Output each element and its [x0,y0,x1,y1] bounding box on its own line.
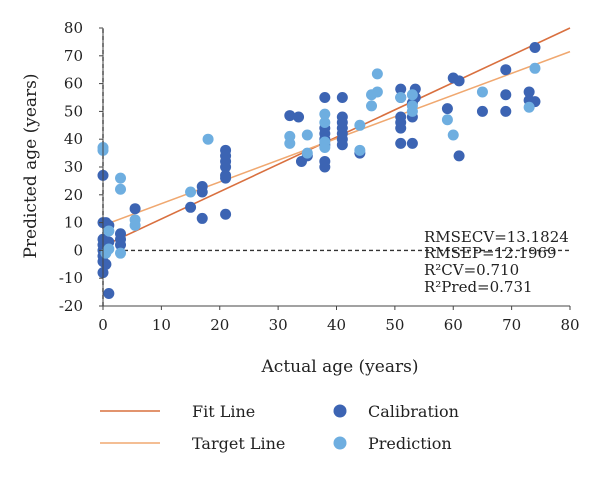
y-tick-label: 0 [73,241,83,259]
prediction-point [301,129,313,141]
prediction-point [447,129,459,141]
target-line [102,50,571,227]
legend-prediction-marker [333,436,347,450]
calibration-point [500,89,512,101]
calibration-point [523,86,535,98]
prediction-point [406,100,418,112]
prediction-point [395,92,407,103]
prediction-point [319,117,331,129]
prediction-point [406,89,418,101]
y-tick-label: 40 [64,130,83,148]
prediction-point [301,147,313,159]
prediction-point [476,86,488,98]
prediction-point [319,136,331,148]
calibration-point [185,201,197,213]
x-tick-label: 30 [269,316,288,334]
prediction-point [103,243,115,255]
fit-line [102,27,571,247]
calibration-point [453,75,465,87]
prediction-point [371,68,383,80]
prediction-point [441,114,453,126]
y-tick-label: 20 [64,186,83,204]
calibration-point [336,92,348,103]
legend-target-line-label: Target Line [192,434,285,453]
calibration-point [406,137,418,149]
prediction-point [523,101,535,113]
legend: Fit Line Target Line Calibration Predict… [100,402,459,453]
calibration-point [395,111,407,123]
y-tick-label: 60 [64,75,83,93]
prediction-point [319,108,331,120]
x-tick-label: 70 [502,316,521,334]
calibration-point [220,208,232,220]
prediction-point [529,62,541,74]
legend-calibration-marker [333,404,347,418]
legend-prediction-label: Prediction [368,434,452,453]
tick-labels: 0 10 20 30 40 50 60 70 80 -20 -10 0 10 20 30 40 50 60 70 80 [59,19,580,334]
prediction-point [284,130,296,142]
calibration-point [196,212,208,224]
prediction-point [354,144,366,156]
calibration-point [336,111,348,123]
calibration-point [129,203,141,215]
prediction-point [185,186,197,198]
calibration-point [196,180,208,192]
prediction-point [115,247,127,259]
calibration-point [100,258,112,270]
calibration-point [319,155,331,167]
calibration-point [395,83,407,95]
y-tick-label: 30 [64,158,83,176]
calibration-point [529,41,541,53]
calibration-point [476,105,488,117]
rmsecv-text: RMSECV=13.1824 [424,228,569,246]
calibration-point [453,150,465,162]
y-tick-label: 10 [64,214,83,232]
x-tick-label: 0 [98,316,108,334]
prediction-point [354,119,366,131]
prediction-point [103,225,115,237]
prediction-point [129,214,141,226]
calibration-point [220,169,232,181]
calibration-point [500,64,512,76]
x-axis-label: Actual age (years) [261,357,419,377]
calibration-point [103,287,115,299]
prediction-point [202,133,214,145]
calibration-point [395,137,407,149]
prediction-point [371,86,383,98]
calibration-point [115,228,127,240]
y-tick-label: 50 [64,102,83,120]
calibration-point [220,144,232,156]
x-tick-label: 50 [385,316,404,334]
prediction-point [115,183,127,195]
y-tick-label: -10 [59,269,83,287]
y-tick-label: -20 [59,297,83,315]
calibration-point [500,105,512,117]
calibration-point [441,103,453,115]
legend-fit-line-label: Fit Line [192,402,255,421]
y-tick-label: 80 [64,19,83,37]
r2cv-text: R²CV=0.710 [424,261,519,279]
prediction-point [115,172,127,184]
r2pred-text: R²Pred=0.731 [424,278,533,296]
calibration-point [319,92,331,103]
x-tick-label: 60 [444,316,463,334]
calibration-point [293,111,305,123]
legend-calibration-label: Calibration [368,402,459,421]
regression-lines [102,27,571,247]
x-tick-label: 20 [210,316,229,334]
rmsep-text: RMSEP=12.1969 [424,244,557,262]
y-tick-label: 70 [64,47,83,65]
x-tick-label: 10 [152,316,171,334]
y-axis-label: Predicted age (years) [21,73,41,258]
calibration-point [284,110,296,122]
x-tick-label: 40 [327,316,346,334]
x-tick-label: 80 [560,316,579,334]
prediction-point [366,100,378,112]
